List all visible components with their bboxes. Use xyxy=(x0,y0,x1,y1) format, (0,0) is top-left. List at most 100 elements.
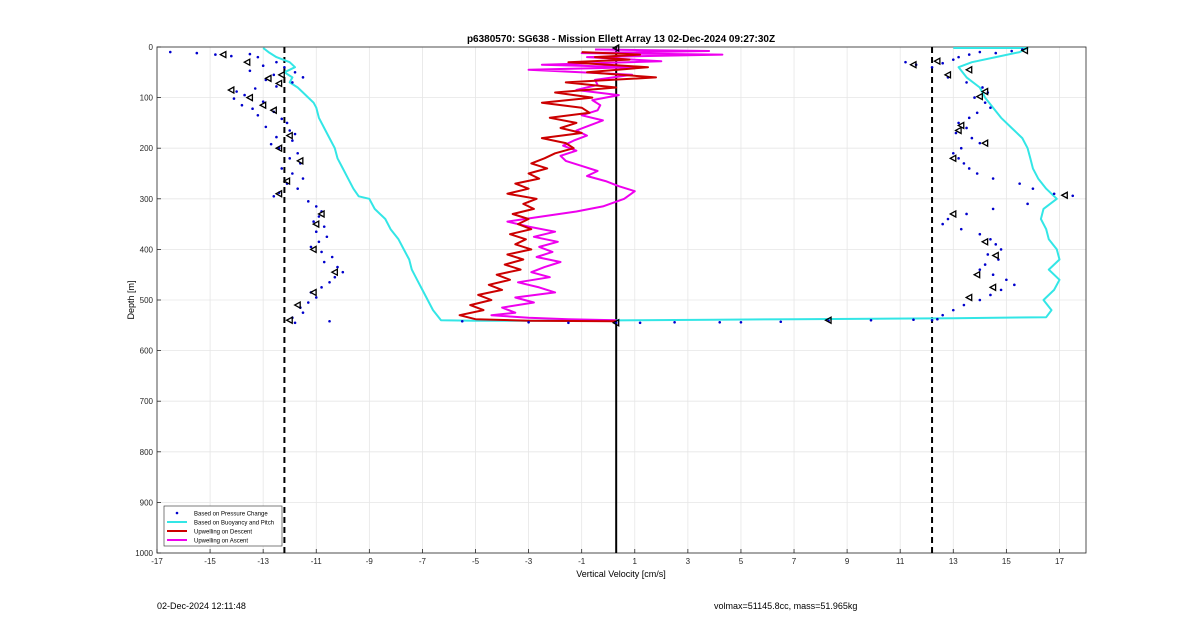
triangle-marker xyxy=(274,79,283,88)
series-line-based-on-buoyancy-and-pitch xyxy=(262,47,1061,322)
data-point xyxy=(989,106,992,110)
data-point xyxy=(243,93,246,97)
data-point xyxy=(567,321,570,325)
data-point xyxy=(317,240,321,244)
data-point xyxy=(965,81,968,84)
x-tick-label: 17 xyxy=(1055,557,1064,566)
data-point xyxy=(967,53,971,56)
data-point xyxy=(973,96,976,99)
data-point xyxy=(904,60,907,64)
y-tick-label: 200 xyxy=(140,144,154,153)
data-point xyxy=(256,55,260,59)
x-tick-label: -9 xyxy=(366,557,374,566)
data-point xyxy=(322,225,326,228)
triangle-marker xyxy=(824,316,832,325)
y-tick-label: 300 xyxy=(140,195,154,204)
data-point xyxy=(930,318,934,322)
data-point xyxy=(930,65,934,69)
data-point xyxy=(936,317,939,321)
data-point xyxy=(959,227,963,231)
data-point xyxy=(673,320,676,324)
data-point xyxy=(256,114,260,117)
x-tick-label: -5 xyxy=(472,557,480,566)
data-point xyxy=(1018,182,1021,185)
triangle-marker xyxy=(964,293,973,302)
triangle-marker xyxy=(295,156,304,165)
data-point xyxy=(336,265,339,269)
y-tick-label: 700 xyxy=(140,397,154,406)
triangle-marker xyxy=(285,131,293,140)
data-point xyxy=(978,50,982,54)
data-point xyxy=(330,255,334,259)
triangle-marker xyxy=(317,209,325,219)
x-axis-label: Vertical Velocity [cm/s] xyxy=(576,569,666,579)
data-point xyxy=(261,100,265,103)
data-point xyxy=(328,280,331,284)
data-point xyxy=(1013,283,1016,287)
x-tick-label: 9 xyxy=(845,557,850,566)
data-point xyxy=(967,116,971,120)
data-point xyxy=(214,53,217,56)
legend-label: Upwelling on Descent xyxy=(194,530,252,536)
data-point xyxy=(991,177,995,180)
triangle-marker xyxy=(245,93,254,102)
footer-timestamp: 02-Dec-2024 12:11:48 xyxy=(157,601,246,611)
data-point xyxy=(869,318,873,322)
data-point xyxy=(989,293,992,297)
data-point xyxy=(275,135,278,139)
x-tick-label: -11 xyxy=(311,557,323,566)
data-point xyxy=(954,131,958,135)
data-layer xyxy=(168,43,1075,553)
data-point xyxy=(272,194,276,198)
triangle-marker xyxy=(285,316,293,325)
triangle-marker xyxy=(954,126,962,135)
data-point xyxy=(261,64,265,68)
data-point xyxy=(999,288,1003,292)
triangle-marker xyxy=(933,57,941,66)
x-axis: -17 -15 -13 -11 -9 -7 -5 -3 -1 1 3 5 7 9 11 13 15 17 xyxy=(151,549,1064,566)
data-point xyxy=(306,200,310,203)
data-point xyxy=(967,167,971,170)
data-point xyxy=(638,321,642,325)
triangle-marker xyxy=(311,220,320,229)
triangle-marker xyxy=(330,268,338,277)
data-point xyxy=(325,235,329,239)
x-tick-label: 5 xyxy=(739,557,744,566)
x-tick-label: -17 xyxy=(151,557,163,566)
data-point xyxy=(341,270,345,274)
triangle-marker xyxy=(948,209,957,219)
y-tick-label: 100 xyxy=(140,94,154,103)
data-point xyxy=(293,321,297,325)
x-tick-label: 15 xyxy=(1002,557,1011,566)
data-point xyxy=(983,101,987,104)
series-line-upwelling-on-ascent xyxy=(490,48,724,322)
data-point xyxy=(333,275,337,279)
data-point xyxy=(301,76,305,79)
triangle-marker xyxy=(277,70,285,79)
data-point xyxy=(240,103,244,107)
data-point xyxy=(978,298,982,302)
data-point xyxy=(970,136,974,140)
data-point xyxy=(994,51,998,55)
data-point xyxy=(296,187,299,190)
data-point xyxy=(248,69,252,73)
data-point xyxy=(280,167,284,170)
data-point xyxy=(1031,187,1035,190)
data-point xyxy=(941,222,944,226)
data-point xyxy=(288,157,292,160)
grid-lines xyxy=(156,46,1086,554)
data-point xyxy=(291,139,294,142)
data-point xyxy=(251,107,254,111)
data-point xyxy=(978,232,982,236)
data-point xyxy=(994,243,998,246)
data-point xyxy=(195,51,199,55)
legend-label: Based on Pressure Change xyxy=(194,512,268,518)
data-point xyxy=(1026,202,1029,206)
y-tick-label: 1000 xyxy=(135,549,153,558)
data-point xyxy=(264,125,268,129)
triangle-marker xyxy=(258,101,267,110)
reference-lines xyxy=(283,47,934,553)
x-tick-label: 11 xyxy=(896,557,905,566)
data-point xyxy=(460,319,464,323)
